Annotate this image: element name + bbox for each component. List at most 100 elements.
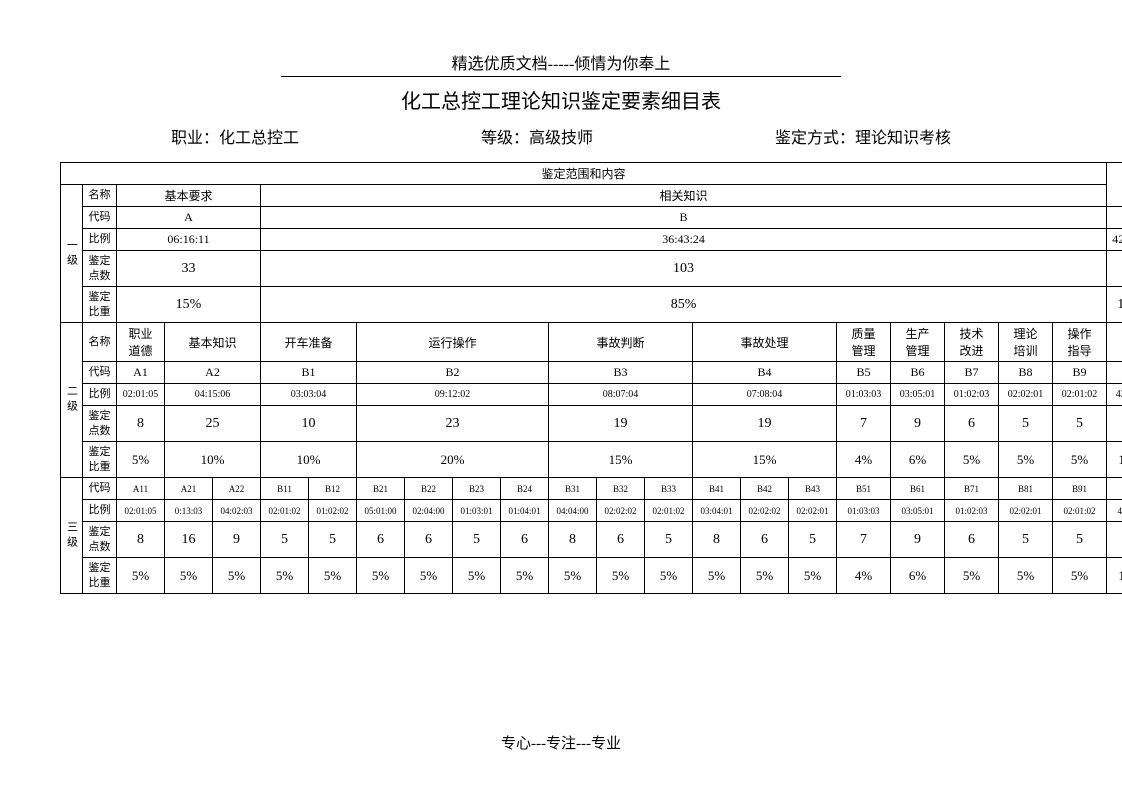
- l3-ratio-10: 02:02:02: [597, 500, 645, 522]
- l3-weight-12: 5%: [693, 558, 741, 594]
- l2-code-5: B4: [693, 362, 837, 384]
- l3-weight-15: 4%: [837, 558, 891, 594]
- l2-code-3: B2: [357, 362, 549, 384]
- l3-code-2: A22: [213, 478, 261, 500]
- l3-points-16: 9: [891, 522, 945, 558]
- l2-points-8: 6: [945, 406, 999, 442]
- l1-row-ratio: 比例: [83, 229, 117, 251]
- l3-ratio-16: 03:05:01: [891, 500, 945, 522]
- l2-weight-10: 5%: [1053, 442, 1107, 478]
- l3-weight-11: 5%: [645, 558, 693, 594]
- l3-weight-4: 5%: [309, 558, 357, 594]
- l3-points-7: 5: [453, 522, 501, 558]
- l2-code-7: B6: [891, 362, 945, 384]
- l3-points-4: 5: [309, 522, 357, 558]
- l3-weight-3: 5%: [261, 558, 309, 594]
- l3-ratio-2: 04:02:03: [213, 500, 261, 522]
- l3-weight-1: 5%: [165, 558, 213, 594]
- l2-ratio-0: 02:01:05: [117, 384, 165, 406]
- level2-label: 二级: [61, 323, 83, 478]
- l2-code-9: B8: [999, 362, 1053, 384]
- l2-ratio-5: 07:08:04: [693, 384, 837, 406]
- l2-code-0: A1: [117, 362, 165, 384]
- l3-weight-18: 5%: [999, 558, 1053, 594]
- l1-weight-a: 15%: [117, 287, 261, 323]
- l1-code-a: A: [117, 207, 261, 229]
- l2-name-3: 运行操作: [357, 323, 549, 362]
- l3-code-4: B12: [309, 478, 357, 500]
- l3-points-17: 6: [945, 522, 999, 558]
- l2-ratio-total: 42:59:35: [1107, 384, 1122, 406]
- l3-weight-10: 5%: [597, 558, 645, 594]
- l2-name-6: 质量管理: [837, 323, 891, 362]
- l3-code-17: B71: [945, 478, 999, 500]
- l3-ratio-3: 02:01:02: [261, 500, 309, 522]
- l3-points-3: 5: [261, 522, 309, 558]
- l1-ratio-a: 06:16:11: [117, 229, 261, 251]
- l3-points-0: 8: [117, 522, 165, 558]
- l3-row-code: 代码: [83, 478, 117, 500]
- scope-header: 鉴定范围和内容: [61, 163, 1107, 185]
- l2-ratio-6: 01:03:03: [837, 384, 891, 406]
- l3-code-9: B31: [549, 478, 597, 500]
- level3-label: 三级: [61, 478, 83, 594]
- l3-ratio-total: 42:59:35: [1107, 500, 1122, 522]
- l2-name-8: 技术改进: [945, 323, 999, 362]
- l2-ratio-4: 08:07:04: [549, 384, 693, 406]
- l2-points-7: 9: [891, 406, 945, 442]
- l2-row-ratio: 比例: [83, 384, 117, 406]
- l3-weight-9: 5%: [549, 558, 597, 594]
- l3-ratio-19: 02:01:02: [1053, 500, 1107, 522]
- l2-weight-total: 100%: [1107, 442, 1122, 478]
- l3-ratio-5: 05:01:00: [357, 500, 405, 522]
- l3-weight-0: 5%: [117, 558, 165, 594]
- l3-ratio-15: 01:03:03: [837, 500, 891, 522]
- l2-code-8: B7: [945, 362, 999, 384]
- l1-code-b: B: [261, 207, 1107, 229]
- l3-code-18: B81: [999, 478, 1053, 500]
- l3-ratio-17: 01:02:03: [945, 500, 999, 522]
- l3-code-5: B21: [357, 478, 405, 500]
- l1-ratio-total: 42:59:35: [1107, 229, 1122, 251]
- l2-weight-6: 4%: [837, 442, 891, 478]
- l1-name-b: 相关知识: [261, 185, 1107, 207]
- l3-code-11: B33: [645, 478, 693, 500]
- l2-points-10: 5: [1053, 406, 1107, 442]
- l3-ratio-7: 01:03:01: [453, 500, 501, 522]
- l3-points-15: 7: [837, 522, 891, 558]
- l3-code-8: B24: [501, 478, 549, 500]
- l2-name-0: 职业道德: [117, 323, 165, 362]
- l2-row-code: 代码: [83, 362, 117, 384]
- l2-row-weight: 鉴定比重: [83, 442, 117, 478]
- l3-ratio-0: 02:01:05: [117, 500, 165, 522]
- l2-name-10: 操作指导: [1053, 323, 1107, 362]
- meta-occupation: 职业：化工总控工: [171, 124, 299, 148]
- l3-weight-19: 5%: [1053, 558, 1107, 594]
- l3-weight-14: 5%: [789, 558, 837, 594]
- l2-name-2: 开车准备: [261, 323, 357, 362]
- l2-points-9: 5: [999, 406, 1053, 442]
- l3-points-1: 16: [165, 522, 213, 558]
- l3-ratio-1: 0:13:03: [165, 500, 213, 522]
- l3-code-1: A21: [165, 478, 213, 500]
- l3-ratio-6: 02:04:00: [405, 500, 453, 522]
- l3-points-5: 6: [357, 522, 405, 558]
- l3-weight-16: 6%: [891, 558, 945, 594]
- meta-method: 鉴定方式：理论知识考核: [775, 124, 951, 148]
- l3-points-9: 8: [549, 522, 597, 558]
- l3-ratio-18: 02:02:01: [999, 500, 1053, 522]
- l2-ratio-10: 02:01:02: [1053, 384, 1107, 406]
- l2-code-6: B5: [837, 362, 891, 384]
- l3-points-8: 6: [501, 522, 549, 558]
- l2-ratio-2: 03:03:04: [261, 384, 357, 406]
- l2-weight-8: 5%: [945, 442, 999, 478]
- l2-name-4: 事故判断: [549, 323, 693, 362]
- l3-weight-total: 100%: [1107, 558, 1122, 594]
- l3-weight-13: 5%: [741, 558, 789, 594]
- l2-code-10: B9: [1053, 362, 1107, 384]
- l2-points-2: 10: [261, 406, 357, 442]
- l1-row-weight: 鉴定比重: [83, 287, 117, 323]
- l2-points-4: 19: [549, 406, 693, 442]
- l3-row-points: 鉴定点数: [83, 522, 117, 558]
- level1-label: 一级: [61, 185, 83, 323]
